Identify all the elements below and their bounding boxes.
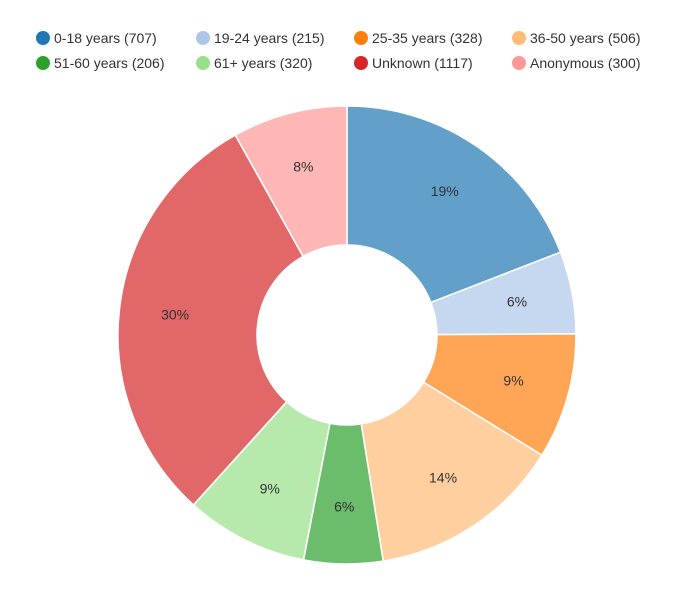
legend-label: 19-24 years (215) <box>214 30 325 46</box>
legend-swatch <box>354 31 368 45</box>
donut-slice-unknown[interactable] <box>117 134 305 506</box>
legend-swatch <box>512 56 526 70</box>
legend-label: 0-18 years (707) <box>54 30 157 46</box>
legend-item[interactable]: Unknown (1117) <box>354 53 473 73</box>
legend-swatch <box>354 56 368 70</box>
legend-label: 36-50 years (506) <box>530 30 641 46</box>
slice-percent-label: 9% <box>503 372 523 388</box>
legend-label: Unknown (1117) <box>372 55 473 71</box>
legend-label: Anonymous (300) <box>530 55 641 71</box>
legend-item[interactable]: Anonymous (300) <box>512 53 641 73</box>
slice-percent-label: 30% <box>161 306 189 322</box>
slice-percent-label: 8% <box>293 158 313 174</box>
legend-item[interactable]: 0-18 years (707) <box>36 28 157 48</box>
slice-percent-label: 9% <box>260 480 280 496</box>
legend-label: 25-35 years (328) <box>372 30 483 46</box>
legend-swatch <box>36 56 50 70</box>
legend-item[interactable]: 36-50 years (506) <box>512 28 641 48</box>
legend-item[interactable]: 19-24 years (215) <box>196 28 325 48</box>
donut-slice-0-18-years[interactable] <box>346 105 562 304</box>
legend-swatch <box>196 56 210 70</box>
legend-swatch <box>196 31 210 45</box>
legend-item[interactable]: 61+ years (320) <box>196 53 312 73</box>
legend-item[interactable]: 25-35 years (328) <box>354 28 483 48</box>
slice-percent-label: 6% <box>507 293 527 309</box>
legend-item[interactable]: 51-60 years (206) <box>36 53 165 73</box>
legend-label: 61+ years (320) <box>214 55 313 71</box>
donut-slice-36-50-years[interactable] <box>360 381 543 562</box>
legend-label: 51-60 years (206) <box>54 55 165 71</box>
legend-swatch <box>36 31 50 45</box>
donut-slice-anonymous[interactable] <box>234 105 348 258</box>
slice-percent-label: 19% <box>431 183 459 199</box>
slice-percent-label: 14% <box>429 470 457 486</box>
legend-swatch <box>512 31 526 45</box>
slice-percent-label: 6% <box>334 499 354 515</box>
